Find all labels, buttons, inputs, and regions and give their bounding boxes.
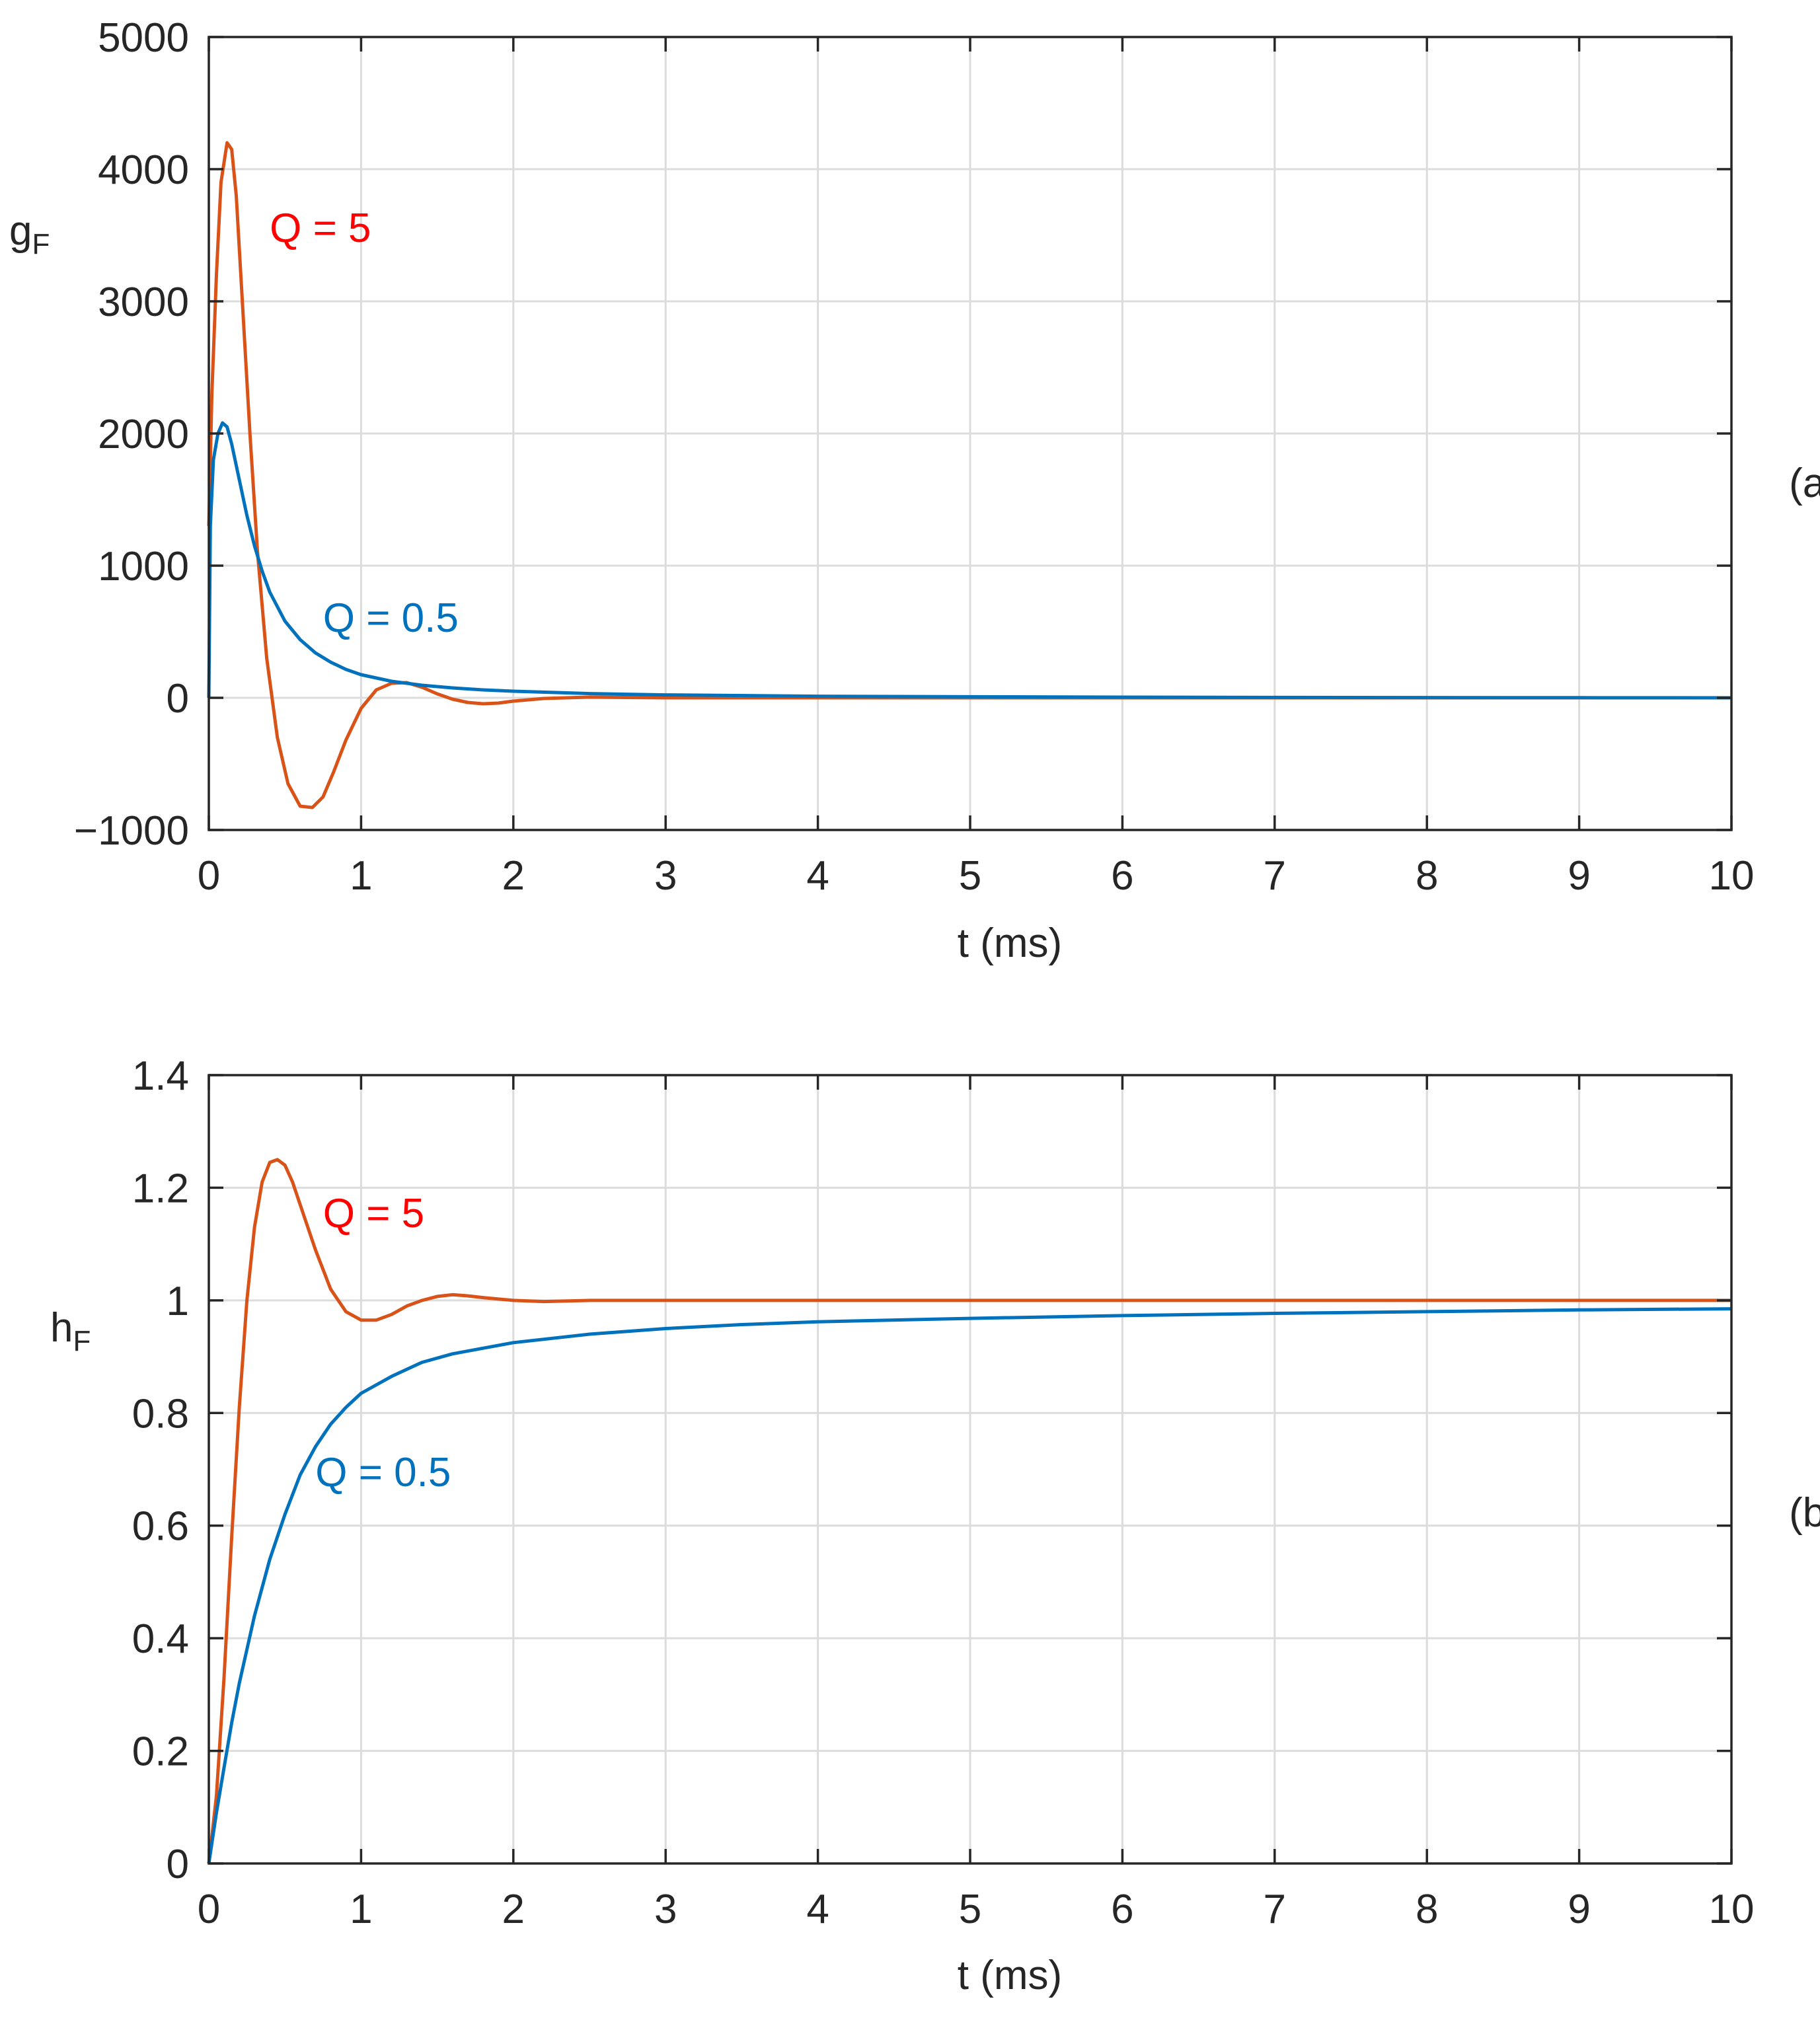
x-tick-label: 8 [1416,1887,1438,1932]
x-tick-label: 2 [502,1887,525,1932]
x-tick-label: 9 [1568,1887,1590,1932]
series-line-q-0-5 [207,421,1732,700]
y-tick-label: 1.2 [132,1166,189,1211]
x-axis-title: t (ms) [958,921,1062,966]
chart-panel-b: 0 1 2 3 4 5 6 7 8 9 10 0 0.2 0.4 0.6 0.8 1 1.2 1.4 t (ms) hF… [50,1053,1820,1998]
panel-label: (b) [1789,1490,1820,1536]
x-tick-label: 0 [198,1887,220,1932]
chart-panel-a: 0 1 2 3 4 5 6 7 8 9 10−1000010002000300040005000t … [9,15,1820,966]
x-tick-label: 1 [350,1887,372,1932]
y-tick-label: 0.2 [132,1729,189,1775]
y-tick-label: 0.6 [132,1504,189,1550]
y-axis-title-subscript: F [32,228,50,260]
x-tick-label: 3 [654,1887,677,1932]
series-line-q-5 [207,1158,1731,1864]
y-tick-label: 2000 [98,412,189,457]
series-annotation-q-5: Q = 5 [323,1191,424,1236]
x-tick-label: 6 [1111,853,1133,899]
y-tick-label: 1.4 [132,1053,189,1099]
y-tick-label: 0.8 [132,1391,189,1437]
y-axis-title-base: h [50,1305,73,1351]
y-tick-label: 1000 [98,544,189,589]
y-tick-label: 0.4 [132,1616,189,1662]
x-tick-label: 4 [806,1887,829,1932]
y-axis-title-subscript: F [73,1325,91,1357]
x-tick-label: 8 [1416,853,1438,899]
x-tick-label: 6 [1111,1887,1133,1932]
y-tick-label: 5000 [98,15,189,61]
x-tick-label: 7 [1264,853,1286,899]
y-axis-title-base: g [9,208,32,254]
y-axis-title: hF [50,1305,91,1357]
series-line-q-0-5 [207,1307,1732,1864]
x-tick-label: 4 [806,853,829,899]
y-tick-label: −1000 [74,808,189,854]
x-tick-label: 10 [1709,853,1755,899]
panel-label: (a) [1789,461,1820,506]
x-tick-label: 2 [502,853,525,899]
x-tick-label: 10 [1709,1887,1755,1932]
x-axis-title: t (ms) [958,1953,1062,1998]
x-tick-label: 1 [350,853,372,899]
x-tick-label: 0 [198,853,220,899]
x-tick-label: 5 [959,853,981,899]
y-tick-label: 1 [167,1279,189,1324]
series-annotation-q-0-5: Q = 0.5 [315,1450,451,1495]
y-tick-label: 0 [167,676,189,722]
x-tick-label: 7 [1264,1887,1286,1932]
y-axis-title: gF [9,208,50,260]
x-tick-label: 5 [959,1887,981,1932]
y-tick-label: 3000 [98,280,189,325]
x-tick-label: 9 [1568,853,1590,899]
series-annotation-q-0-5: Q = 0.5 [323,595,459,641]
series-annotation-q-5: Q = 5 [270,206,371,251]
y-tick-label: 0 [167,1842,189,1887]
y-tick-label: 4000 [98,147,189,193]
series-line-q-5 [207,141,1731,809]
x-tick-label: 3 [654,853,677,899]
